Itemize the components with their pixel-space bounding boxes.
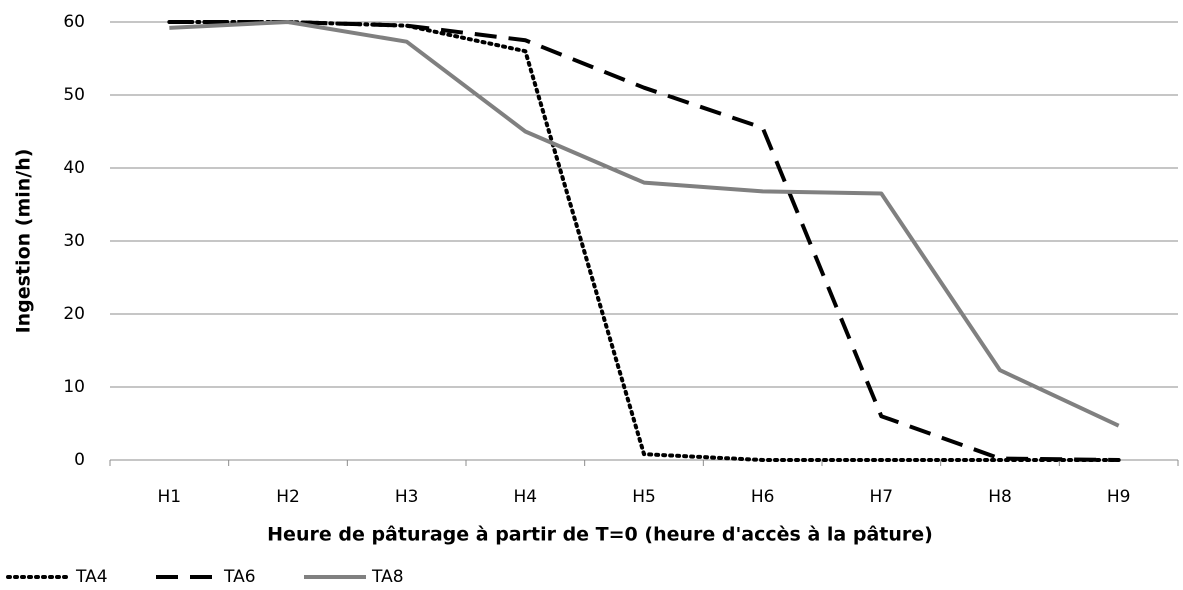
y-tick-label: 0: [74, 450, 85, 470]
line-series: [167, 20, 1121, 462]
y-tick-label: 50: [63, 85, 85, 105]
y-axis-title: Ingestion (min/h): [13, 149, 35, 334]
y-tick-label: 10: [63, 377, 85, 397]
x-tick-label: H8: [988, 487, 1012, 507]
y-tick-label: 20: [63, 304, 85, 324]
x-tick-label: H2: [276, 487, 300, 507]
x-axis-title: Heure de pâturage à partir de T=0 (heure…: [267, 524, 933, 546]
y-tick-label: 30: [63, 231, 85, 251]
y-tick-label: 40: [63, 158, 85, 178]
x-tick-label: H4: [514, 487, 538, 507]
x-tick-label: H5: [632, 487, 656, 507]
legend-label: TA8: [371, 567, 404, 587]
line-series: [169, 20, 1120, 428]
x-tick-label: H1: [158, 487, 182, 507]
y-tick-label: 60: [63, 12, 85, 32]
x-tick-label: H3: [395, 487, 419, 507]
x-tick-label: H6: [751, 487, 775, 507]
legend-label: TA6: [223, 567, 256, 587]
x-tick-label: H9: [1107, 487, 1131, 507]
x-tick-label: H7: [870, 487, 894, 507]
line-series: [169, 20, 1119, 462]
legend-label: TA4: [75, 567, 108, 587]
